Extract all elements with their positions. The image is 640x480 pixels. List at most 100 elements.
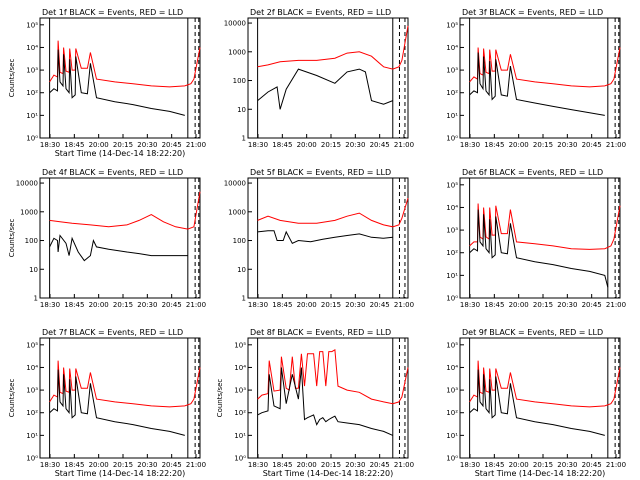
events-series-line <box>257 367 393 436</box>
y-tick-label: 10⁴ <box>446 204 458 212</box>
chart-panel: Det 6f BLACK = Events, RED = LLD 10⁰ 10¹ 10… <box>446 168 626 309</box>
lld-series-line <box>469 360 621 408</box>
y-tick-label: 10³ <box>446 387 458 395</box>
x-tick-label: 18:45 <box>64 301 84 309</box>
y-tick-label: 10² <box>446 89 458 97</box>
x-tick-label: 20:45 <box>582 301 602 309</box>
lld-series-line <box>49 191 201 230</box>
x-tick-label: 20:45 <box>162 141 182 149</box>
x-tick-label: 20:30 <box>137 301 157 309</box>
chart-title: Det 5f BLACK = Events, RED = LLD <box>250 168 391 177</box>
events-series-line <box>257 230 393 244</box>
x-tick-label: 20:15 <box>321 301 341 309</box>
plot-frame <box>39 177 201 299</box>
x-tick-label: 18:45 <box>272 141 292 149</box>
x-tick-label: 20:15 <box>533 141 553 149</box>
x-tick-label: 21:00 <box>186 301 206 309</box>
x-tick-label: 18:30 <box>248 301 268 309</box>
x-tick-label: 20:45 <box>370 301 390 309</box>
x-tick-label: 20:30 <box>557 141 577 149</box>
x-tick-label: 20:00 <box>297 141 317 149</box>
x-tick-label: 20:30 <box>137 461 157 469</box>
x-tick-label: 20:00 <box>297 461 317 469</box>
y-tick-label: 1 <box>242 135 246 143</box>
x-tick-label: 18:30 <box>40 461 60 469</box>
x-tick-label: 18:30 <box>40 301 60 309</box>
y-tick-label: 10⁵ <box>446 21 458 29</box>
y-axis-label: Counts/sec <box>8 379 16 418</box>
lld-series-line <box>257 197 409 228</box>
x-axis-label: Start Time (14-Dec-14 18:22:20) <box>55 149 186 158</box>
y-tick-label: 10² <box>446 249 458 257</box>
events-series-line <box>257 68 393 110</box>
y-tick-label: 10¹ <box>446 432 458 440</box>
x-axis-label: Start Time (14-Dec-14 18:22:20) <box>55 469 186 478</box>
x-tick-label: 20:00 <box>89 301 109 309</box>
x-tick-label: 20:30 <box>345 301 365 309</box>
x-tick-label: 18:45 <box>484 301 504 309</box>
y-tick-label: 10³ <box>446 227 458 235</box>
y-tick-label: 1 <box>34 295 38 303</box>
plot-frame <box>247 337 409 459</box>
chart-panel: Det 3f BLACK = Events, RED = LLD 10⁰ 10¹ 10… <box>446 8 626 149</box>
y-tick-label: 10 <box>237 106 246 114</box>
y-tick-label: 100 <box>233 237 246 245</box>
y-tick-label: 10² <box>446 409 458 417</box>
x-tick-label: 20:15 <box>321 141 341 149</box>
chart-panel: Det 5f BLACK = Events, RED = LLD 1 10 100 10… <box>224 168 414 309</box>
y-tick-label: 10¹ <box>26 112 38 120</box>
chart-title: Det 9f BLACK = Events, RED = LLD <box>462 328 603 337</box>
y-tick-label: 10⁴ <box>26 364 38 372</box>
lld-series-line <box>49 40 201 88</box>
y-tick-label: 10000 <box>224 20 246 28</box>
plot-frame <box>459 17 621 139</box>
x-tick-label: 21:00 <box>606 141 626 149</box>
x-tick-label: 18:45 <box>272 461 292 469</box>
y-tick-label: 10⁰ <box>26 455 38 463</box>
plot-frame <box>459 337 621 459</box>
y-tick-label: 1000 <box>228 48 246 56</box>
y-axis-label: Counts/sec <box>216 379 224 418</box>
x-tick-label: 20:30 <box>557 301 577 309</box>
y-tick-label: 10³ <box>26 67 38 75</box>
events-series-line <box>469 52 605 116</box>
x-tick-label: 18:45 <box>64 461 84 469</box>
chart-panel: Det 2f BLACK = Events, RED = LLD 1 10 100 10… <box>224 8 414 149</box>
chart-panel: Det 7f BLACK = Events, RED = LLD 10⁰ 10¹ 10… <box>8 328 206 478</box>
x-tick-label: 21:00 <box>606 461 626 469</box>
y-tick-label: 10² <box>234 409 246 417</box>
chart-panel: Det 8f BLACK = Events, RED = LLD 10⁰ 10¹ 10… <box>216 328 414 478</box>
lld-series-line <box>257 348 409 405</box>
lld-series-line <box>469 203 621 250</box>
y-tick-label: 10⁴ <box>26 44 38 52</box>
y-tick-label: 10 <box>29 266 38 274</box>
x-tick-label: 18:45 <box>272 301 292 309</box>
x-tick-label: 20:15 <box>533 301 553 309</box>
x-axis-label: Start Time (14-Dec-14 18:22:20) <box>475 469 606 478</box>
y-tick-label: 1000 <box>20 208 38 216</box>
x-tick-label: 20:30 <box>345 461 365 469</box>
y-tick-label: 10⁵ <box>26 21 38 29</box>
x-tick-label: 18:30 <box>40 141 60 149</box>
x-tick-label: 18:30 <box>460 141 480 149</box>
chart-panel: Det 4f BLACK = Events, RED = LLD 1 10 100 10… <box>8 168 206 309</box>
y-tick-label: 10⁵ <box>446 341 458 349</box>
x-tick-label: 20:15 <box>113 461 133 469</box>
x-tick-label: 20:45 <box>582 141 602 149</box>
y-tick-label: 10000 <box>16 180 38 188</box>
x-tick-label: 20:15 <box>321 461 341 469</box>
y-tick-label: 1 <box>242 295 246 303</box>
y-tick-label: 10² <box>26 409 38 417</box>
y-axis-label: Counts/sec <box>8 59 16 98</box>
events-series-line <box>469 369 605 436</box>
y-tick-label: 10³ <box>446 67 458 75</box>
x-tick-label: 21:00 <box>606 301 626 309</box>
chart-title: Det 6f BLACK = Events, RED = LLD <box>462 168 603 177</box>
y-tick-label: 10⁵ <box>446 181 458 189</box>
y-tick-label: 10¹ <box>234 432 246 440</box>
plot-frame <box>247 177 409 299</box>
chart-title: Det 8f BLACK = Events, RED = LLD <box>250 328 391 337</box>
y-tick-label: 10¹ <box>26 432 38 440</box>
x-tick-label: 20:00 <box>509 301 529 309</box>
x-tick-label: 20:00 <box>509 141 529 149</box>
